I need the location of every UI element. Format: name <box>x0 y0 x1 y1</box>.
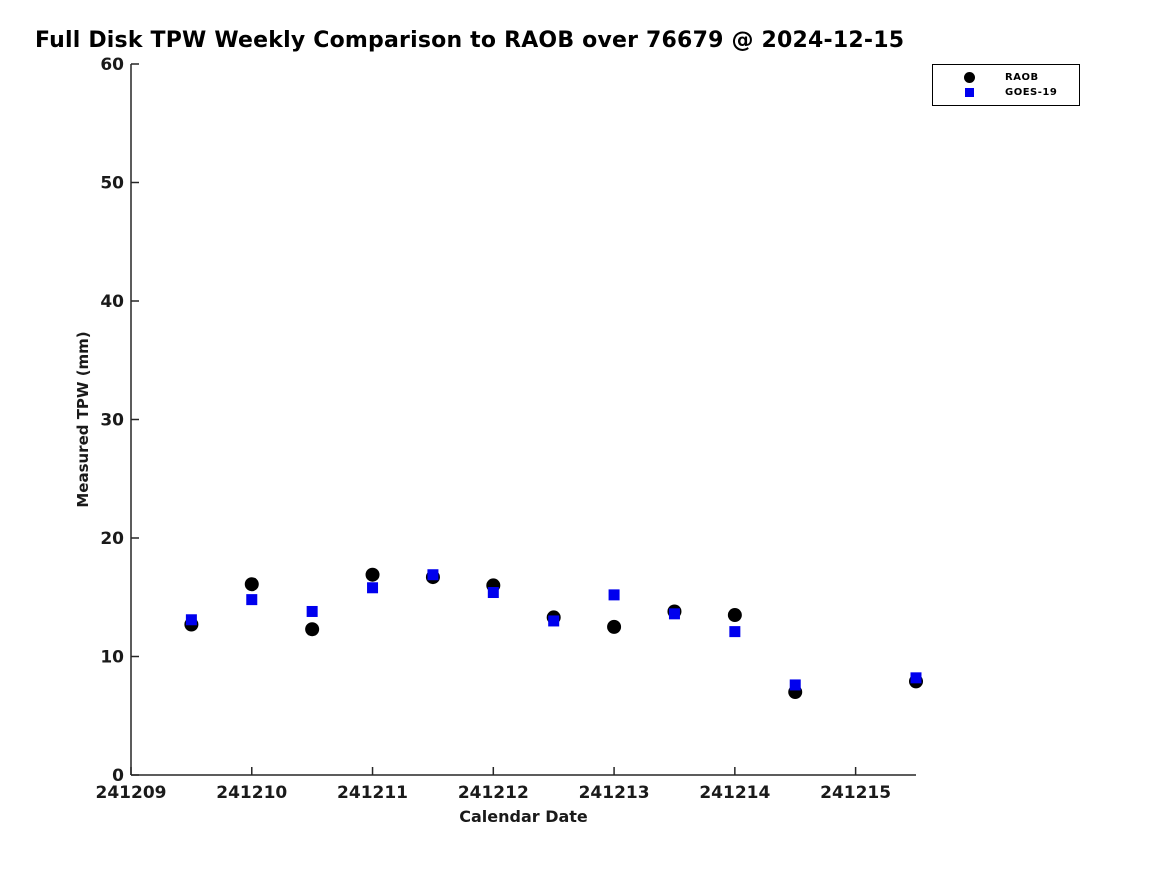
x-tick-label: 241213 <box>579 783 650 803</box>
x-tick-label: 241209 <box>96 783 167 803</box>
x-axis-title: Calendar Date <box>459 807 588 826</box>
raob-circle-marker-icon <box>963 71 975 83</box>
x-tick-label: 241210 <box>216 783 287 803</box>
y-tick-label: 0 <box>112 766 124 786</box>
legend-item-raob: RAOB <box>933 70 1079 84</box>
x-tick-label: 241211 <box>337 783 408 803</box>
data-point-raob <box>607 619 622 634</box>
chart-title: Full Disk TPW Weekly Comparison to RAOB … <box>35 28 905 53</box>
legend: RAOB GOES-19 <box>932 64 1080 106</box>
y-tick-label: 40 <box>100 292 124 312</box>
y-axis-title: Measured TPW (mm) <box>74 331 92 507</box>
data-point-goes-19 <box>367 582 379 594</box>
y-tick-label: 50 <box>100 174 124 194</box>
legend-label-raob: RAOB <box>1005 71 1039 83</box>
y-tick-label: 10 <box>100 648 124 668</box>
data-point-goes-19 <box>668 608 680 620</box>
x-tick-label: 241212 <box>458 783 529 803</box>
data-point-raob <box>727 608 742 623</box>
x-tick-label: 241214 <box>699 783 770 803</box>
data-point-goes-19 <box>729 626 741 638</box>
data-point-raob <box>244 577 259 592</box>
data-point-goes-19 <box>427 569 439 581</box>
data-point-goes-19 <box>487 587 499 599</box>
data-point-goes-19 <box>185 614 197 626</box>
data-point-goes-19 <box>608 589 620 601</box>
legend-marker-cell <box>933 87 1005 97</box>
y-tick-label: 60 <box>100 55 124 75</box>
legend-marker-cell <box>933 71 1005 83</box>
data-point-goes-19 <box>246 594 258 606</box>
y-tick-label: 20 <box>100 529 124 549</box>
data-point-raob <box>305 622 320 637</box>
data-point-goes-19 <box>789 679 801 691</box>
data-point-goes-19 <box>306 605 318 617</box>
data-point-goes-19 <box>910 672 922 684</box>
data-point-raob <box>365 567 380 582</box>
data-point-goes-19 <box>548 615 560 627</box>
goes19-square-marker-icon <box>964 87 974 97</box>
x-tick-label: 241215 <box>820 783 891 803</box>
legend-item-goes19: GOES-19 <box>933 85 1079 99</box>
legend-label-goes19: GOES-19 <box>1005 86 1058 98</box>
y-tick-label: 30 <box>100 411 124 431</box>
